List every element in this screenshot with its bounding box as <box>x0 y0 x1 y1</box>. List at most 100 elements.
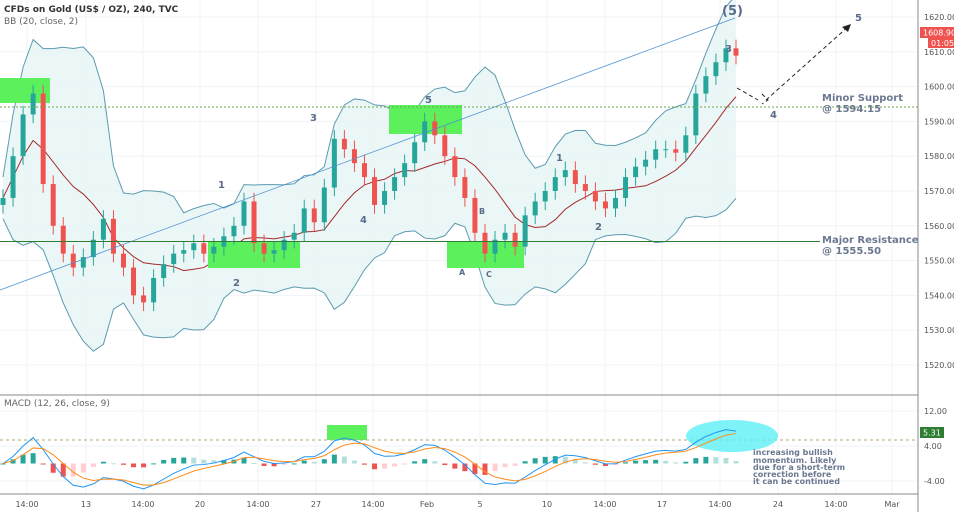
macd-histogram-bar <box>723 457 729 464</box>
macd-histogram-bar <box>331 454 337 464</box>
candle <box>141 295 147 303</box>
candle <box>683 135 689 153</box>
macd-histogram-bar <box>0 463 6 465</box>
note-line: correction before <box>753 470 832 479</box>
candle <box>20 114 26 157</box>
last-price: 1608.90 <box>923 29 954 38</box>
macd-histogram-bar <box>211 460 217 464</box>
wave-label: 1 <box>218 180 225 191</box>
macd-histogram-bar <box>683 461 689 464</box>
macd-histogram-bar <box>70 463 76 477</box>
macd-tick-label: -4.00 <box>924 477 945 486</box>
macd-histogram-bar <box>592 463 598 465</box>
macd-histogram-bar <box>40 463 46 465</box>
note-line: increasing bullish <box>753 448 833 457</box>
macd-lines-top <box>2 429 737 490</box>
macd-histogram-bar <box>171 457 177 464</box>
macd-histogram-bar <box>181 457 187 464</box>
macd-histogram-bar <box>20 454 26 464</box>
candle <box>131 267 137 296</box>
macd-histogram-bar <box>291 463 297 465</box>
candle <box>261 243 267 254</box>
x-tick-label: 27 <box>311 500 321 509</box>
x-tick-label: 10 <box>542 500 552 509</box>
macd-histogram-bar <box>442 463 448 466</box>
note-line: due for a short-term <box>753 463 845 472</box>
chart-title: CFDs on Gold (US$ / OZ), 240, TVC <box>4 5 179 15</box>
bb-lower <box>2 197 737 352</box>
wave-label: C <box>486 270 492 279</box>
y-tick-label: 1580.00 <box>924 152 954 161</box>
macd-histogram-bar <box>482 463 488 475</box>
wave-label: 4 <box>770 110 777 121</box>
y-tick-label: 1590.00 <box>924 117 954 126</box>
candle <box>301 208 307 233</box>
x-tick-label: 24 <box>773 500 783 509</box>
candle <box>241 201 247 226</box>
candle <box>663 149 669 151</box>
time-axis[interactable]: 14:00 13 14:00 20 14:00 27 14:00 Feb 5 10 14:00 17 1… <box>15 500 900 509</box>
macd-histogram-bar <box>301 460 307 464</box>
macd-histogram-bar <box>131 463 137 468</box>
macd-highlight-box <box>327 425 367 440</box>
bb-indicator-label[interactable]: BB (20, close, 2) <box>4 17 79 27</box>
macd-histogram-bar <box>522 461 528 464</box>
macd-histogram-bar <box>572 459 578 464</box>
macd-pane <box>0 453 739 477</box>
macd-histogram-bar <box>462 463 468 472</box>
price-axis[interactable]: 1620.00 1610.00 1600.00 1590.00 1580.00 1570.… <box>924 13 954 486</box>
bb-fill <box>3 0 736 352</box>
macd-histogram-bar <box>452 463 458 469</box>
countdown-tag <box>928 38 954 48</box>
candle <box>542 191 548 202</box>
y-tick-label: 1540.00 <box>924 291 954 300</box>
wave-label: 3 <box>310 113 317 124</box>
trendline[interactable] <box>0 17 736 291</box>
wave-label: 2 <box>233 278 240 289</box>
candle <box>582 184 588 191</box>
wave-label: 1 <box>556 153 563 164</box>
y-tick-label: 1600.00 <box>924 83 954 92</box>
minor-support-value: @ 1594.15 <box>822 104 881 115</box>
macd-histogram-bar <box>271 463 277 467</box>
wave-label: (5) <box>722 4 743 19</box>
macd-histogram-bar <box>120 463 126 465</box>
candle <box>572 170 578 185</box>
last-price-tag <box>920 27 954 38</box>
note-line: momentum. Likely <box>753 456 837 465</box>
candle <box>422 121 428 143</box>
candle <box>110 218 116 254</box>
candle <box>402 163 408 178</box>
macd-histogram-bar <box>552 456 558 464</box>
candle <box>592 191 598 202</box>
macd-histogram-bar <box>10 459 16 464</box>
macd-histogram-bar <box>422 459 428 464</box>
candle <box>331 138 337 188</box>
wave-label: B <box>479 207 485 216</box>
bb-basis <box>2 96 737 272</box>
candle <box>321 187 327 223</box>
candle <box>120 253 126 268</box>
macd-histogram-bar <box>161 459 167 464</box>
candle <box>552 177 558 191</box>
macd-histogram-bar <box>502 463 508 468</box>
macd-indicator-label[interactable]: MACD (12, 26, close, 9) <box>4 399 110 409</box>
macd-line <box>2 429 737 490</box>
wave-labels: (5) 1 2 3 4 5 A B C 1 2 3 4 5 <box>218 4 862 289</box>
candle <box>502 232 508 240</box>
wave-label: 4 <box>360 215 367 226</box>
macd-histogram-bar <box>50 463 56 473</box>
macd-histogram-bar <box>633 460 639 464</box>
candle <box>372 177 378 205</box>
candle <box>623 177 629 198</box>
candle <box>512 232 518 247</box>
macd-histogram-bar <box>110 463 116 465</box>
y-tick-label: 1620.00 <box>924 13 954 22</box>
candle <box>251 201 257 244</box>
macd-histogram-bar <box>60 463 66 477</box>
countdown: 01:05 <box>931 39 954 48</box>
macd-histogram-bar <box>693 458 699 464</box>
candle <box>0 197 6 205</box>
candle <box>311 208 317 223</box>
